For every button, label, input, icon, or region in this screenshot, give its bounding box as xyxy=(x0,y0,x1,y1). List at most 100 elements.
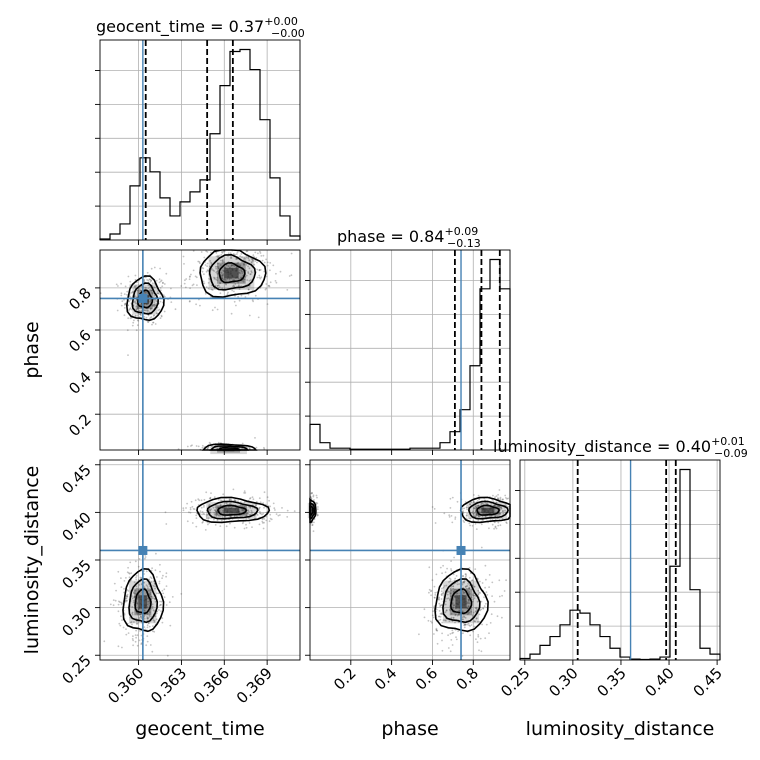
scatter-point xyxy=(235,258,238,260)
scatter-point xyxy=(269,513,272,516)
scatter-point xyxy=(466,589,469,592)
scatter-point xyxy=(139,313,142,316)
scatter-point xyxy=(441,649,444,652)
scatter-point xyxy=(153,621,156,623)
scatter-point xyxy=(150,279,153,282)
scatter-point xyxy=(477,635,480,638)
scatter-point xyxy=(472,501,475,503)
scatter-point xyxy=(217,256,220,259)
scatter-point xyxy=(216,272,219,275)
scatter-point xyxy=(491,581,494,584)
scatter-point xyxy=(134,274,137,277)
scatter-point xyxy=(473,515,476,517)
scatter-point xyxy=(200,251,203,253)
scatter-point xyxy=(139,289,142,291)
scatter-point xyxy=(217,515,220,517)
scatter-point xyxy=(186,520,189,523)
scatter-point xyxy=(129,284,132,286)
scatter-point xyxy=(450,595,452,597)
scatter-point xyxy=(263,261,266,264)
scatter-point xyxy=(433,605,436,608)
scatter-point xyxy=(246,279,249,281)
scatter-point xyxy=(269,269,271,272)
scatter-point xyxy=(157,292,160,294)
scatter-point xyxy=(148,602,151,604)
scatter-point xyxy=(234,253,236,256)
scatter-point xyxy=(464,623,467,626)
scatter-point xyxy=(221,277,224,280)
scatter-point xyxy=(499,498,502,501)
scatter-point xyxy=(163,310,166,313)
scatter-point xyxy=(243,490,246,492)
scatter-point xyxy=(135,612,138,614)
scatter-point xyxy=(149,611,151,614)
scatter-point xyxy=(237,261,240,264)
scatter-point xyxy=(243,505,246,508)
scatter-point xyxy=(238,288,241,290)
scatter-point xyxy=(273,507,276,510)
y-tick-label: 0.6 xyxy=(65,326,95,356)
scatter-point xyxy=(250,279,252,281)
scatter-point xyxy=(247,272,250,275)
scatter-point xyxy=(441,587,443,590)
scatter-point xyxy=(215,512,217,515)
xlabel-geocent-time: geocent_time xyxy=(135,718,264,740)
scatter-point xyxy=(439,618,442,621)
scatter-point xyxy=(467,583,469,585)
scatter-point xyxy=(464,623,466,626)
ylabel-luminosity-distance: luminosity_distance xyxy=(21,466,43,655)
scatter-point xyxy=(228,518,231,521)
scatter-point xyxy=(198,261,201,263)
scatter-point xyxy=(139,613,142,616)
scatter-point xyxy=(153,305,156,308)
scatter-point xyxy=(130,292,133,294)
scatter-point xyxy=(148,610,151,613)
scatter-point xyxy=(188,300,191,303)
scatter-point xyxy=(143,309,146,311)
scatter-point xyxy=(232,253,235,255)
scatter-point xyxy=(208,441,211,444)
scatter-point xyxy=(135,285,138,287)
scatter-point xyxy=(444,603,447,606)
scatter-point xyxy=(254,251,257,254)
contour-line xyxy=(208,253,257,291)
scatter-point xyxy=(482,607,485,610)
scatter-point xyxy=(452,606,455,609)
scatter-point xyxy=(468,598,470,601)
scatter-point xyxy=(136,602,139,605)
scatter-point xyxy=(131,623,133,626)
scatter-point xyxy=(455,592,458,595)
scatter-point xyxy=(123,588,125,590)
scatter-point xyxy=(506,498,508,500)
scatter-point xyxy=(133,595,136,598)
scatter-point xyxy=(423,616,426,619)
scatter-point xyxy=(465,506,468,509)
scatter-point xyxy=(241,442,244,445)
scatter-point xyxy=(480,502,483,505)
scatter-point xyxy=(135,585,138,588)
scatter-point xyxy=(260,255,263,257)
scatter-point xyxy=(275,272,277,275)
scatter-point xyxy=(250,513,253,515)
scatter-point xyxy=(430,590,432,593)
scatter-point xyxy=(477,515,480,518)
scatter-point xyxy=(162,574,164,577)
scatter-point xyxy=(132,321,135,324)
scatter-point xyxy=(311,524,314,526)
scatter-point xyxy=(158,582,161,585)
scatter-point xyxy=(258,276,261,279)
scatter-point xyxy=(452,585,454,587)
scatter-point xyxy=(232,285,234,288)
scatter-point xyxy=(497,524,500,527)
scatter-point xyxy=(165,604,168,606)
scatter-point xyxy=(140,303,142,306)
scatter-point xyxy=(154,585,156,588)
scatter-point xyxy=(245,514,248,517)
scatter-point xyxy=(240,268,243,271)
scatter-point xyxy=(159,570,161,573)
scatter-point xyxy=(147,622,150,625)
scatter-point xyxy=(477,589,480,592)
scatter-point xyxy=(480,546,483,549)
scatter-point xyxy=(201,444,204,447)
scatter-point xyxy=(126,329,129,332)
